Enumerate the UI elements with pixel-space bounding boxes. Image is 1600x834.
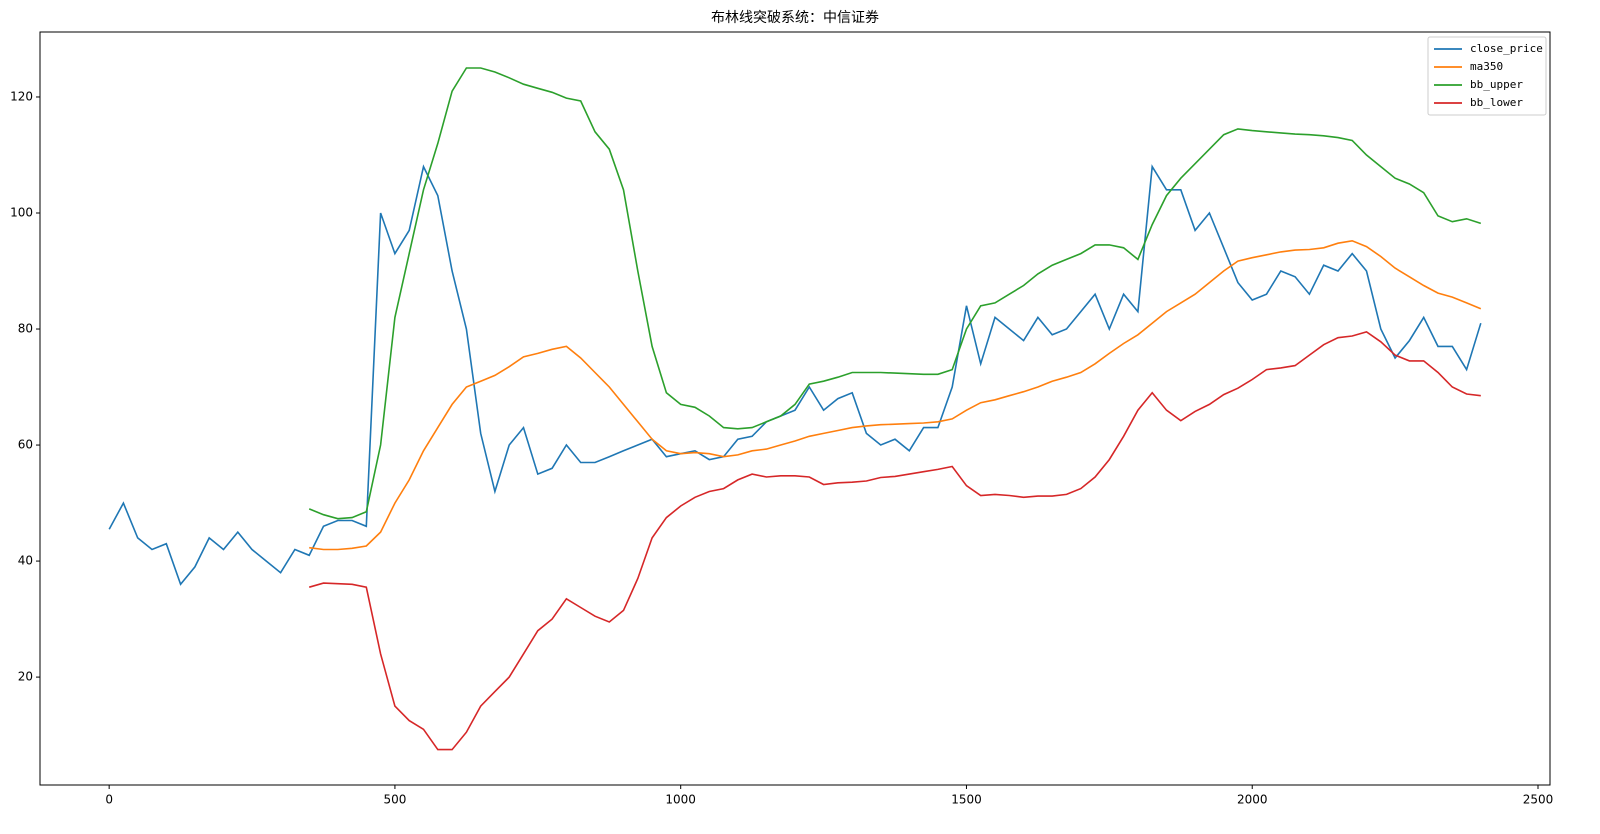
x-tick-label: 2500 — [1523, 793, 1554, 807]
y-tick-label: 40 — [18, 554, 33, 568]
x-tick-label: 1500 — [951, 793, 982, 807]
y-tick-label: 80 — [18, 322, 33, 336]
series-line — [308, 331, 1481, 751]
x-tick-label: 500 — [383, 793, 406, 807]
x-tick-label: 1000 — [665, 793, 696, 807]
y-tick-label: 120 — [10, 89, 33, 103]
legend-label: bb_lower — [1470, 96, 1523, 109]
series-line — [308, 67, 1482, 520]
legend: close_price ma350 bb_upper bb_lower — [1427, 36, 1547, 116]
series-line — [108, 164, 1482, 586]
y-tick-label: 100 — [10, 205, 33, 219]
chart-title: 布林线突破系统：中信证券 — [711, 10, 879, 26]
legend-label: ma350 — [1470, 60, 1503, 73]
plot-area — [39, 31, 1551, 786]
legend-label: close_price — [1470, 42, 1543, 55]
legend-box — [1427, 36, 1547, 116]
y-tick-label: 60 — [18, 438, 33, 452]
y-tick-label: 20 — [18, 670, 33, 684]
x-tick-label: 0 — [105, 793, 113, 807]
x-tick-label: 2000 — [1237, 793, 1268, 807]
series-line — [309, 239, 1482, 551]
legend-label: bb_upper — [1470, 78, 1523, 91]
